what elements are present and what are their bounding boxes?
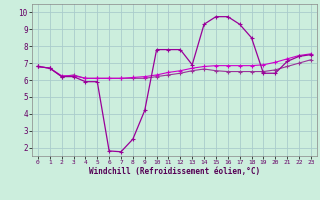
X-axis label: Windchill (Refroidissement éolien,°C): Windchill (Refroidissement éolien,°C) — [89, 167, 260, 176]
